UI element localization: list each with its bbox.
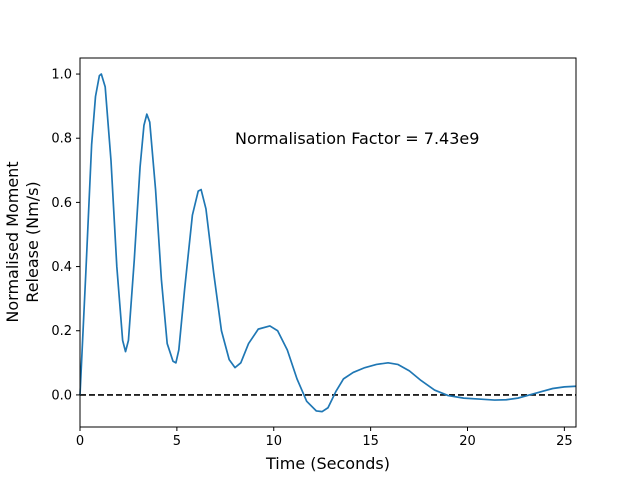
annotation-text: Normalisation Factor = 7.43e9 — [235, 129, 479, 148]
x-tick-label: 25 — [556, 434, 573, 449]
axes-ticks: 0 5 10 15 20 25 0.0 0.2 0.4 0.6 0.8 1.0 — [51, 68, 572, 449]
y-axis-label-line-2: Release (Nm/s) — [23, 181, 42, 302]
x-tick-label: 10 — [265, 434, 282, 449]
y-tick-label: 1.0 — [51, 68, 72, 83]
series-line-0 — [79, 73, 577, 413]
y-tick-label: 0.6 — [51, 196, 72, 211]
x-tick-label: 20 — [459, 434, 476, 449]
plot-area — [79, 73, 577, 413]
x-axis-label: Time (Seconds) — [265, 454, 390, 473]
y-tick-label: 0.0 — [51, 388, 72, 403]
x-tick-label: 15 — [362, 434, 379, 449]
y-tick-label: 0.2 — [51, 324, 72, 339]
x-tick-label: 0 — [76, 434, 84, 449]
y-axis-label-line-1: Normalised Moment — [3, 161, 22, 322]
y-tick-label: 0.8 — [51, 132, 72, 147]
x-tick-label: 5 — [173, 434, 181, 449]
y-tick-label: 0.4 — [51, 260, 72, 275]
plot-frame — [79, 57, 577, 428]
